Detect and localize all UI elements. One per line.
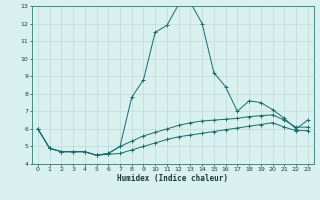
- X-axis label: Humidex (Indice chaleur): Humidex (Indice chaleur): [117, 174, 228, 183]
